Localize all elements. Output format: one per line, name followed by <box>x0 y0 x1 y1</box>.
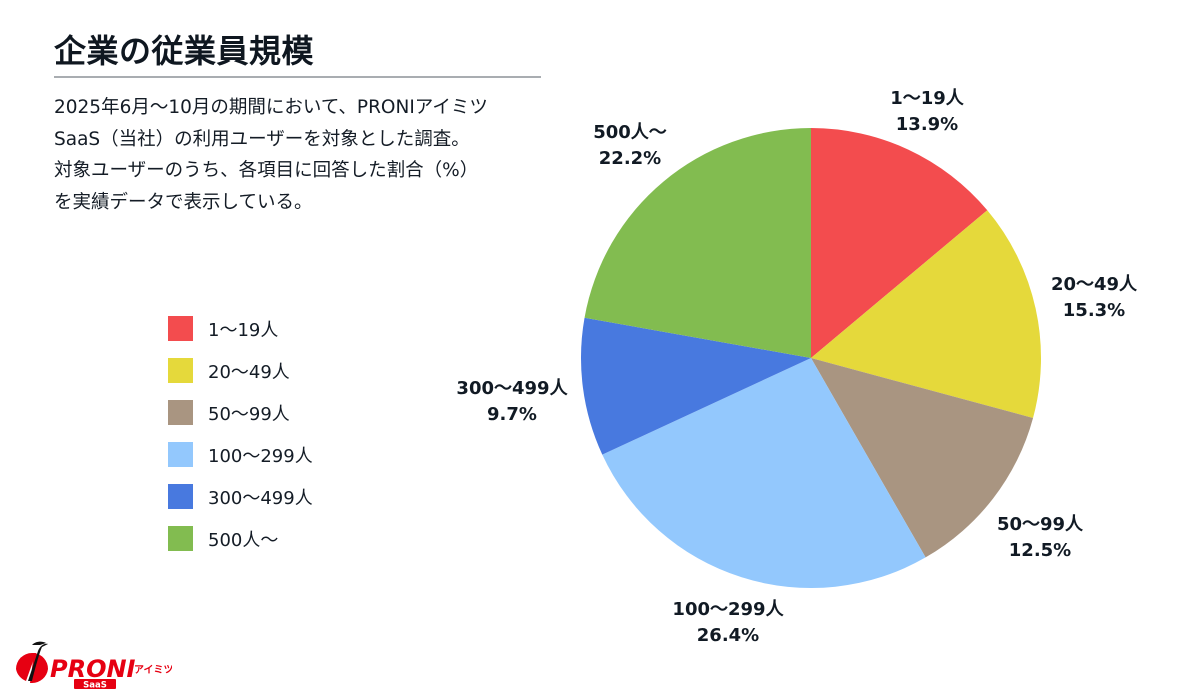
legend-swatch <box>168 400 193 425</box>
legend-label: 20〜49人 <box>208 361 290 383</box>
description-line: 対象ユーザーのうち、各項目に回答した割合（%） <box>54 160 479 181</box>
slice-label-name: 50〜99人 <box>997 514 1084 535</box>
legend-label: 500人〜 <box>208 529 279 551</box>
slice-label-value: 9.7% <box>487 404 537 425</box>
slice-label-name: 500人〜 <box>593 122 667 143</box>
legend-item: 500人〜 <box>168 526 313 551</box>
title-divider <box>54 76 541 78</box>
logo-brand: PRONI <box>50 655 136 683</box>
slice-label-name: 20〜49人 <box>1051 274 1138 295</box>
pie-labels: 1〜19人 13.9% 20〜49人 15.3% 50〜99人 12.5% 100〜299人… <box>456 88 1138 646</box>
slice-label-name: 1〜19人 <box>890 88 965 109</box>
description-line: を実績データで表示している。 <box>54 191 313 213</box>
chart-legend: 1〜19人 20〜49人 50〜99人 100〜299人 300〜499人 50… <box>168 316 313 568</box>
slice-label-value: 22.2% <box>599 148 661 169</box>
logo-badge: SaaS <box>83 681 107 690</box>
legend-label: 1〜19人 <box>208 319 279 341</box>
pie-slice <box>811 210 1042 418</box>
description: 2025年6月〜10月の期間において、PRONIアイミツ SaaS（当社）の利用… <box>54 92 554 218</box>
legend-item: 50〜99人 <box>168 400 313 425</box>
legend-item: 20〜49人 <box>168 358 313 383</box>
proni-logo: PRONI アイミツ SaaS <box>16 641 172 690</box>
slice-label-value: 12.5% <box>1009 540 1071 561</box>
slice-label-name: 100〜299人 <box>672 599 784 620</box>
legend-swatch <box>168 316 193 341</box>
legend-label: 300〜499人 <box>208 487 313 509</box>
slice-label-value: 13.9% <box>896 114 958 135</box>
slice-label-value: 26.4% <box>697 625 759 646</box>
legend-label: 50〜99人 <box>208 403 290 425</box>
pie-slices <box>580 128 1042 589</box>
page-title: 企業の従業員規模 <box>54 32 315 70</box>
logo-sub: アイミツ <box>134 664 172 676</box>
pie-slice <box>584 128 811 358</box>
legend-item: 100〜299人 <box>168 442 313 467</box>
legend-label: 100〜299人 <box>208 445 313 467</box>
logo-badge-bg <box>74 679 116 689</box>
pie-slice <box>811 128 988 358</box>
pie-slice <box>580 317 811 455</box>
description-line: SaaS（当社）の利用ユーザーを対象とした調査。 <box>54 128 470 150</box>
pie-slice <box>602 358 926 589</box>
legend-swatch <box>168 442 193 467</box>
legend-swatch <box>168 526 193 551</box>
slice-label-value: 15.3% <box>1063 300 1125 321</box>
pie-slice <box>811 358 1034 558</box>
description-line: 2025年6月〜10月の期間において、PRONIアイミツ <box>54 97 488 118</box>
legend-item: 300〜499人 <box>168 484 313 509</box>
legend-swatch <box>168 358 193 383</box>
logo-mark-icon <box>16 641 49 684</box>
slice-label-name: 300〜499人 <box>456 378 568 399</box>
legend-swatch <box>168 484 193 509</box>
legend-item: 1〜19人 <box>168 316 313 341</box>
